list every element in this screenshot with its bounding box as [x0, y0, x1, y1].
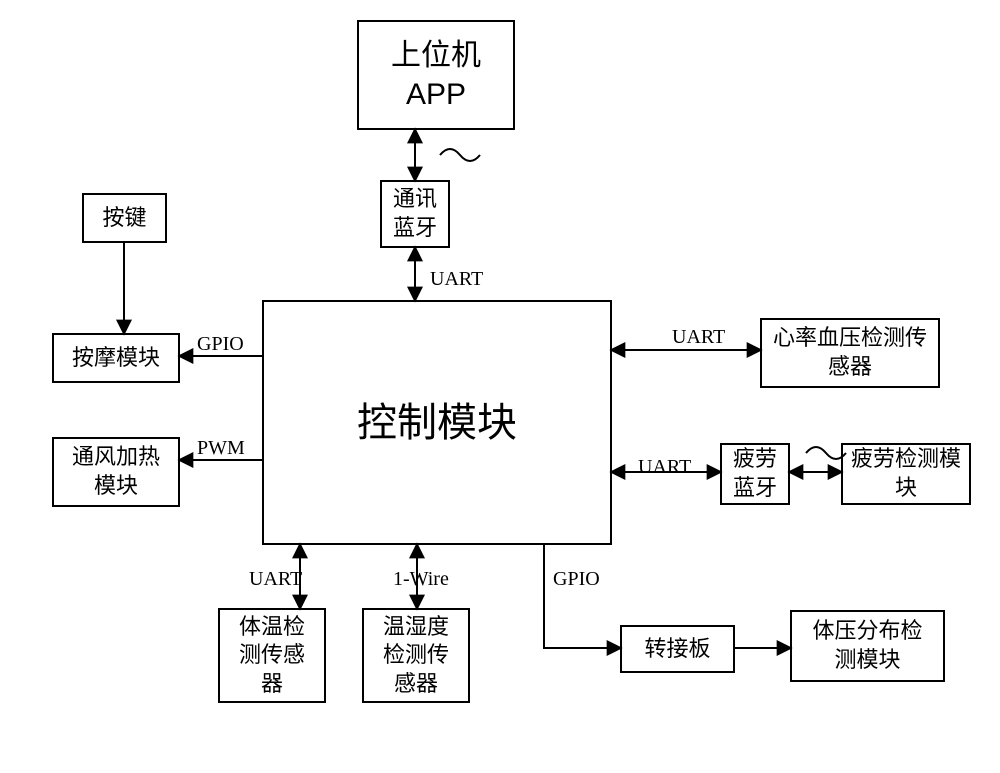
node-body-pressure-module: 体压分布检测模块 — [790, 610, 945, 682]
node-body-temp-sensor: 体温检测传感器 — [218, 608, 326, 703]
edge-label: UART — [430, 268, 483, 291]
node-button: 按键 — [82, 193, 167, 243]
node-label: 控制模块 — [357, 397, 517, 449]
node-heartrate-bp-sensor: 心率血压检测传感器 — [760, 318, 940, 388]
edge-label: GPIO — [197, 333, 244, 356]
node-adapter-board: 转接板 — [620, 625, 735, 673]
node-control-module: 控制模块 — [262, 300, 612, 545]
diagram-canvas: 上位机APP 通讯蓝牙 按键 按摩模块 通风加热模块 控制模块 心率血压检测传感… — [0, 0, 1000, 773]
edge-label: UART — [249, 568, 302, 591]
node-vent-heat-module: 通风加热模块 — [52, 437, 180, 507]
node-host-app: 上位机APP — [357, 20, 515, 130]
node-label: 通讯蓝牙 — [393, 185, 437, 242]
node-comm-bluetooth: 通讯蓝牙 — [380, 180, 450, 248]
node-fatigue-detect-module: 疲劳检测模块 — [841, 443, 971, 505]
node-label: 疲劳检测模块 — [851, 445, 961, 502]
edge-label: UART — [672, 326, 725, 349]
edge-label: GPIO — [553, 568, 600, 591]
node-massage-module: 按摩模块 — [52, 333, 180, 383]
node-fatigue-bluetooth: 疲劳蓝牙 — [720, 443, 790, 505]
node-label: 按摩模块 — [72, 344, 160, 373]
edge-label: PWM — [197, 437, 245, 460]
node-label: 按键 — [102, 204, 146, 233]
node-label: 体压分布检测模块 — [812, 617, 922, 674]
node-label: 体温检测传感器 — [239, 613, 305, 699]
node-label: 转接板 — [644, 635, 710, 664]
node-temp-humidity-sensor: 温湿度检测传感器 — [362, 608, 470, 703]
node-label: 通风加热模块 — [72, 443, 160, 500]
node-label: 温湿度检测传感器 — [383, 613, 449, 699]
edge-label: UART — [638, 456, 691, 479]
node-label: 疲劳蓝牙 — [733, 445, 777, 502]
node-label: 上位机APP — [391, 36, 481, 114]
edge-label: 1-Wire — [393, 568, 449, 591]
node-label: 心率血压检测传感器 — [773, 324, 927, 381]
